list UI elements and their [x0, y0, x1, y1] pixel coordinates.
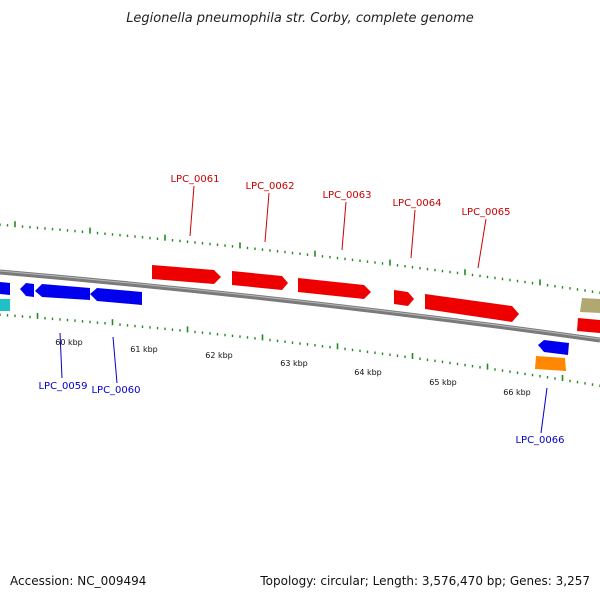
gene-arrow-reverse-partial[interactable]: [0, 282, 10, 295]
tick-label-61kbp: 61 kbp: [130, 345, 158, 354]
leader-line-lpc-0060: [112, 336, 118, 384]
gene-arrow-forward-partial[interactable]: [577, 318, 600, 333]
orange-feature[interactable]: [535, 356, 566, 371]
gene-label-lpc-0063[interactable]: LPC_0063: [322, 190, 371, 201]
inner-tick-track: [0, 312, 600, 387]
gene-label-lpc-0065[interactable]: LPC_0065: [461, 207, 510, 218]
outer-tick-track: [0, 221, 600, 294]
tick-label-62kbp: 62 kbp: [205, 351, 233, 360]
leader-line-lpc-0062: [264, 192, 270, 243]
gene-arrow-lpc-0066[interactable]: [538, 340, 569, 355]
gene-arrow-lpc-0065[interactable]: [425, 294, 519, 322]
gene-arrow-lpc-0059[interactable]: [35, 284, 90, 300]
gene-label-lpc-0061[interactable]: LPC_0061: [170, 174, 219, 185]
leader-line-lpc-0066: [540, 387, 548, 434]
gene-arrow-lpc-0062[interactable]: [232, 271, 288, 290]
leader-line-lpc-0059: [59, 332, 63, 379]
tick-label-65kbp: 65 kbp: [429, 378, 457, 387]
gene-label-lpc-0064[interactable]: LPC_0064: [392, 198, 441, 209]
gene-label-lpc-0060[interactable]: LPC_0060: [91, 385, 140, 396]
genome-summary-text: Topology: circular; Length: 3,576,470 bp…: [260, 574, 590, 588]
cyan-feature[interactable]: [0, 299, 10, 311]
gene-arrow-lpc-0061[interactable]: [152, 265, 221, 284]
gene-label-lpc-0059[interactable]: LPC_0059: [38, 381, 87, 392]
gene-label-lpc-0062[interactable]: LPC_0062: [245, 181, 294, 192]
gene-arrow-lpc-0060[interactable]: [90, 288, 142, 305]
genome-backbone-highlight: [0, 270, 600, 340]
gene-label-lpc-0066[interactable]: LPC_0066: [515, 435, 564, 446]
leader-lines: [59, 185, 548, 434]
leader-line-lpc-0064: [410, 209, 416, 259]
tick-label-64kbp: 64 kbp: [354, 368, 382, 377]
accession-text: Accession: NC_009494: [10, 574, 147, 588]
tick-label-63kbp: 63 kbp: [280, 359, 308, 368]
gene-arrow-lpc-0063[interactable]: [298, 278, 371, 299]
olive-feature[interactable]: [580, 298, 600, 313]
leader-line-lpc-0063: [341, 201, 347, 251]
tick-label-60kbp: 60 kbp: [55, 338, 83, 347]
map-title: Legionella pneumophila str. Corby, compl…: [126, 11, 474, 26]
leader-line-lpc-0065: [477, 218, 487, 269]
leader-line-lpc-0061: [189, 185, 195, 237]
tick-label-66kbp: 66 kbp: [503, 388, 531, 397]
gene-arrow-lpc-0064[interactable]: [394, 290, 414, 306]
gene-arrow-small-reverse[interactable]: [20, 283, 34, 297]
genome-backbone: [0, 269, 600, 343]
